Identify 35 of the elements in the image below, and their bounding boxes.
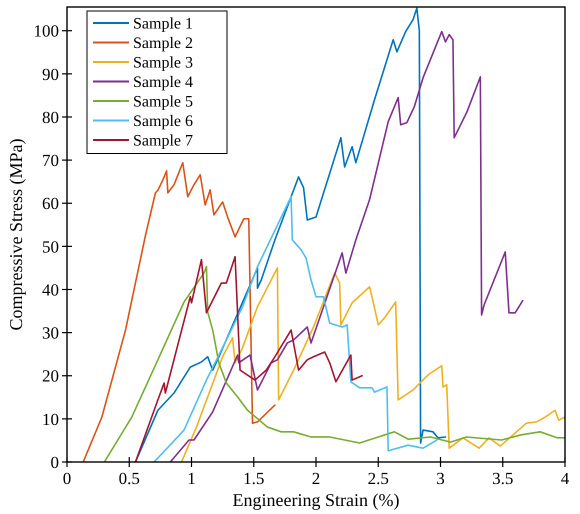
legend-label: Sample 7 <box>133 132 193 150</box>
y-tick-label: 40 <box>42 280 59 300</box>
y-tick-label: 0 <box>50 452 59 472</box>
x-tick-label: 2 <box>312 469 320 488</box>
x-tick-label: 0.5 <box>118 469 140 488</box>
line-series <box>180 267 565 462</box>
y-tick-label: 20 <box>42 366 59 386</box>
x-tick-label: 1.5 <box>243 469 264 488</box>
y-tick-label: 100 <box>34 22 59 41</box>
x-tick-label: 3.5 <box>492 469 514 488</box>
x-tick-label: 3 <box>436 469 445 488</box>
line-series <box>134 256 363 462</box>
y-axis-title: Compressive Stress (MPa) <box>6 138 26 330</box>
line-series <box>153 196 438 462</box>
x-tick-label: 1 <box>187 469 196 488</box>
x-tick-label: 4 <box>560 469 570 488</box>
x-tick-label: 0 <box>62 469 72 488</box>
y-tick-label: 10 <box>42 410 59 429</box>
y-tick-label: 50 <box>42 237 59 256</box>
y-tick-label: 80 <box>42 108 59 127</box>
y-tick-label: 90 <box>42 64 59 84</box>
legend-label: Sample 1 <box>133 16 193 33</box>
line-series <box>82 162 276 462</box>
legend-label: Sample 5 <box>133 94 193 111</box>
legend-label: Sample 4 <box>133 74 193 92</box>
y-tick-label: 70 <box>42 151 59 170</box>
y-tick-label: 30 <box>42 324 59 343</box>
x-tick-label: 2.5 <box>368 469 389 488</box>
legend-label: Sample 2 <box>133 35 193 52</box>
line-series <box>134 7 446 462</box>
x-axis-title: Engineering Strain (%) <box>232 490 400 510</box>
y-tick-label: 60 <box>42 194 59 214</box>
legend-label: Sample 6 <box>133 113 193 130</box>
legend-label: Sample 3 <box>133 54 193 72</box>
line-series <box>104 266 565 462</box>
